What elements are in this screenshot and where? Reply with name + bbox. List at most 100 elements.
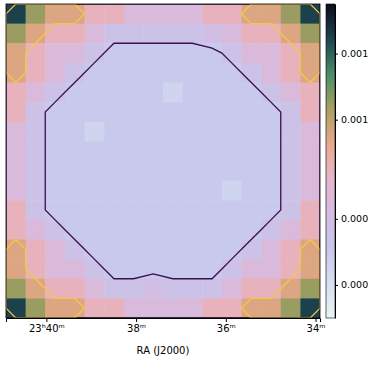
heat-cell [143,279,163,299]
heat-cell [261,181,281,201]
heat-cell [26,298,46,318]
heat-cell [183,102,203,122]
heat-cell [163,279,183,299]
heat-cell [104,200,124,220]
heat-cell [202,240,222,260]
heat-cell [242,4,262,24]
heat-cell [163,200,183,220]
heat-cell [222,141,242,161]
heat-cell [281,220,301,240]
heat-cell [85,24,105,44]
heat-cell [65,122,85,142]
heat-cell [202,141,222,161]
heat-cell [281,181,301,201]
heat-cell [300,102,320,122]
heat-cell [202,102,222,122]
x-axis: 23ʰ40ᵐ38ᵐ36ᵐ34ᵐ [7,318,326,334]
heat-cell [85,4,105,24]
x-tick-label: 36ᵐ [217,323,236,334]
heat-cell [104,83,124,103]
x-tick: 38ᵐ [127,318,146,334]
colorbar-tick: 0.000 [335,279,368,290]
heat-cell [65,279,85,299]
heat-cell [222,63,242,83]
heat-cell [222,4,242,24]
heat-cell [104,161,124,181]
heat-cell [281,279,301,299]
heat-cell [124,83,144,103]
heat-cell [85,240,105,260]
heat-cell [300,43,320,63]
x-axis-title: RA (J2000) [137,345,190,356]
heat-cell [124,122,144,142]
heat-cell [26,43,46,63]
heat-cell [45,24,65,44]
heat-cell [6,161,26,181]
heat-cell [6,220,26,240]
heat-cell [300,298,320,318]
heat-cell [242,161,262,181]
heat-cell [104,141,124,161]
heat-cell [143,220,163,240]
heat-cell [85,200,105,220]
heat-cell [85,43,105,63]
heat-cell [300,279,320,299]
heat-cell [85,298,105,318]
heat-cell [163,83,183,103]
heat-cell [26,279,46,299]
heat-cell [85,102,105,122]
heat-cell [163,161,183,181]
heat-cell [85,141,105,161]
heat-cell [45,102,65,122]
heat-cell [26,259,46,279]
heat-cell [143,141,163,161]
heat-cell [65,240,85,260]
colorbar-tick-mark [335,54,338,55]
heat-cell [104,102,124,122]
heat-cell [45,200,65,220]
heat-cell [124,24,144,44]
heat-cell [183,181,203,201]
heat-cell [202,181,222,201]
heat-cell [85,63,105,83]
heat-cell [6,200,26,220]
heat-cell [26,240,46,260]
heat-cell [261,63,281,83]
heat-cell [222,279,242,299]
heat-cell [6,43,26,63]
heat-cell [202,200,222,220]
heat-cell [300,259,320,279]
heat-cell [261,83,281,103]
colorbar-tick-label: 0.001 [341,114,368,125]
heat-cell [222,43,242,63]
heat-cell [202,4,222,24]
heat-cell [222,24,242,44]
heat-cell [85,122,105,142]
heat-cell [300,141,320,161]
heat-cell [300,220,320,240]
heat-cell [281,83,301,103]
heat-cell [45,298,65,318]
plot-area [6,4,320,318]
heat-cell [242,24,262,44]
colorbar-tick-label: 0.000 [341,213,368,224]
heat-cell [222,220,242,240]
heat-cell [26,24,46,44]
heat-cell [183,240,203,260]
heat-cell [202,298,222,318]
heat-cell [124,220,144,240]
heat-cell [222,102,242,122]
colorbar-axis: 0.0010.0010.0000.000 [335,5,368,319]
heat-cell [143,161,163,181]
heat-cell [183,161,203,181]
heat-cell [163,24,183,44]
heat-cell [124,181,144,201]
heat-cell [242,83,262,103]
heat-cell [163,141,183,161]
heat-cell [65,4,85,24]
heat-cell [65,102,85,122]
heat-cell [163,63,183,83]
heat-cell [26,161,46,181]
heat-cell [6,102,26,122]
x-tick-label: 38ᵐ [127,323,146,334]
